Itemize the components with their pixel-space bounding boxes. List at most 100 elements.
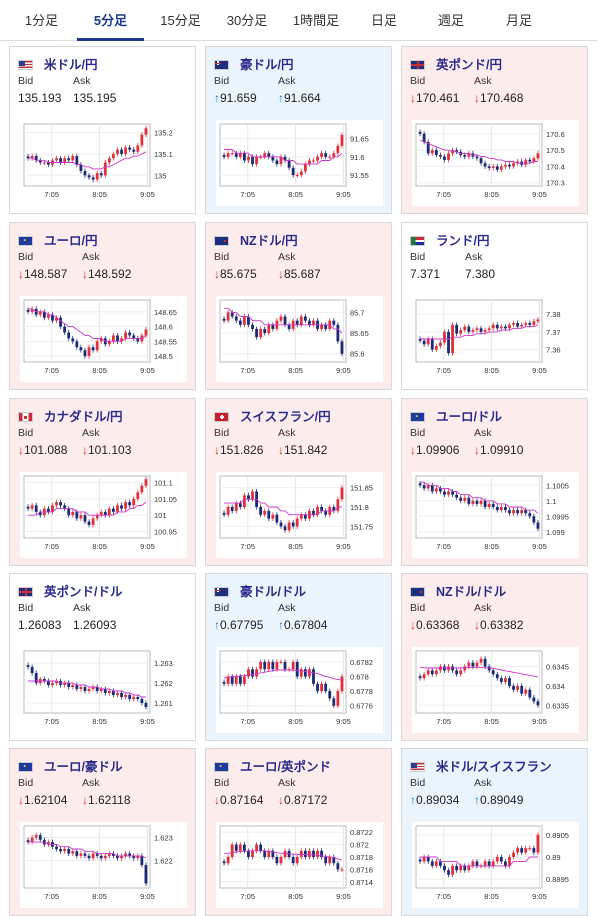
bid-value: 91.659 [220,91,257,105]
rate-card[interactable]: 英ポンド/円 Bid Ask ↓170.461 ↓170.468 170.6 170.5 17… [401,46,588,214]
candlestick-chart[interactable]: 91.65 91.6 91.55 7:05 8:05 9:05 [216,120,383,206]
rate-card[interactable]: 米ドル/スイスフラン Bid Ask ↑0.89034 ↑0.89049 0.8905 0.… [401,748,588,916]
candle-body [107,508,111,516]
currency-pair-title[interactable]: 英ポンド/ドル [18,581,122,599]
ask-price: ↑91.664 [278,91,321,105]
currency-pair-label: NZドル/ドル [436,585,507,599]
tab-15min[interactable]: 15分足 [160,13,201,28]
ask-price: ↓85.687 [278,267,321,281]
currency-pair-title[interactable]: ユーロ/豪ドル [18,756,122,774]
plot-frame [23,123,151,187]
candle-body [107,853,111,856]
currency-pair-title[interactable]: 英ポンド/円 [410,54,502,72]
tab-30min[interactable]: 30分足 [226,13,268,28]
candle-body [279,316,283,321]
bid-direction-icon: ↓ [214,267,220,281]
candle-body [312,669,315,684]
candlestick-chart[interactable]: 7.38 7.37 7.36 7:05 8:05 9:05 [412,296,579,382]
candle-body [79,164,83,172]
candle-body [528,323,532,325]
candlestick-chart[interactable]: 151.85 151.8 151.75 7:05 8:05 9:05 [216,472,383,558]
candlestick-chart[interactable]: 85.7 85.65 85.6 7:05 8:05 9:05 [216,296,383,382]
rate-card[interactable]: 豪ドル/ドル Bid Ask ↑0.67795 ↑0.67804 0.6782 0.678 0… [205,573,392,741]
candle-body [287,160,291,168]
candlestick-chart[interactable]: 148.65 148.6 148.55 148.5 7:05 8:05 9:05 [20,296,187,382]
x-tick-label: 9:05 [140,366,155,375]
candlestick-chart[interactable]: 1.623 1.622 7:05 8:05 9:05 [20,822,187,908]
candle-body [230,676,234,684]
currency-pair-title[interactable]: ユーロ/英ポンド [214,756,331,774]
ask-label: Ask [474,777,492,789]
rate-card[interactable]: NZドル/円 Bid Ask ↓85.675 ↓85.687 85.7 85.65 85.6 7… [205,222,392,390]
chart-svg: 0.6782 0.678 0.6778 0.6776 7:05 8:05 9:05 [219,650,373,726]
candle-body [79,515,83,519]
bid-price: ↓148.587 [18,267,67,281]
bid-label: Bid [410,75,426,87]
currency-pair-title[interactable]: スイスフラン/円 [214,406,331,424]
rate-card[interactable]: ユーロ/ドルBidAsk↓1.09906↓1.099101.10051.11.0… [401,398,588,566]
candlestick-chart[interactable]: 0.6782 0.678 0.6778 0.6776 7:05 8:05 9:05 [216,647,383,733]
candlestick-chart[interactable]: 0.8722 0.872 0.8718 0.8716 0.8714 7:05 8:05 9:0… [216,822,383,908]
candle-body [124,695,128,697]
bid-price: ↓1.62104 [18,793,67,807]
tab-weekly[interactable]: 週足 [437,13,464,28]
tab-1hour[interactable]: 1時間足 [292,13,340,28]
currency-pair-title[interactable]: ユーロ/ドル [410,406,502,424]
tab-daily[interactable]: 日足 [370,13,397,28]
candle-body [107,691,111,693]
currency-pair-title[interactable]: 米ドル/円 [18,54,97,72]
rate-card[interactable]: 英ポンド/ドル Bid Ask 1.26083 1.26093 1.263 1.262 1.2… [9,573,196,741]
currency-pair-title[interactable]: ランド/円 [410,230,489,248]
candlestick-chart[interactable]: 1.1005 1.1 1.0995 1.099 7:05 8:05 9:05 [412,472,579,558]
rate-card[interactable]: カナダドル/円 Bid Ask ↓101.088 ↓101.103 101.1 101.05… [9,398,196,566]
rate-card[interactable]: 米ドル/円 Bid Ask 135.193 135.195 135.2 135.1 135 7:… [9,46,196,214]
currency-pair-title[interactable]: カナダドル/円 [18,406,122,424]
y-tick-label: 85.6 [350,350,365,359]
candlestick-chart[interactable]: 101.1 101.05 101 100.95 7:05 8:05 9:05 [20,472,187,558]
bid-label: Bid [214,75,230,87]
ask-direction-icon: ↓ [474,443,480,457]
candle-body [30,667,34,673]
candle-body [536,153,540,159]
rate-card[interactable]: スイスフラン/円 Bid Ask ↓151.826 ↓151.842 151.85 151.… [205,398,392,566]
chart-svg: 151.85 151.8 151.75 7:05 8:05 9:05 [219,475,373,551]
candle-body [95,173,99,180]
x-tick-label: 7:05 [240,190,255,199]
candle-body [483,658,487,667]
tab-5min[interactable]: 5分足 [77,0,144,41]
currency-pair-title[interactable]: 豪ドル/円 [214,54,293,72]
candle-body [112,691,115,695]
candle-body [107,341,111,345]
candlestick-chart[interactable]: 0.6345 0.634 0.6335 7:05 8:05 9:05 [412,647,579,733]
candlestick-chart[interactable]: 0.8905 0.89 0.8895 7:05 8:05 9:05 [412,822,579,908]
candlestick-chart[interactable]: 1.263 1.262 1.261 7:05 8:05 9:05 [20,647,187,733]
candle-body [299,669,303,677]
currency-pair-title[interactable]: NZドル/円 [214,230,298,248]
candle-body [504,678,507,682]
currency-pair-title[interactable]: ユーロ/円 [18,230,97,248]
y-tick-label: 135 [154,171,167,180]
rate-card[interactable]: 豪ドル/円 Bid Ask ↑91.659 ↑91.664 91.65 91.6 91.55 7… [205,46,392,214]
candlestick-chart[interactable]: 170.6 170.5 170.4 170.3 7:05 8:05 9:05 [412,120,579,206]
tab-monthly[interactable]: 月足 [505,13,532,28]
rate-card[interactable]: NZドル/ドル Bid Ask ↓0.63368 ↓0.63382 0.6345 0.634… [401,573,588,741]
candle-body [324,153,328,157]
candlestick-chart[interactable]: 135.2 135.1 135 7:05 8:05 9:05 [20,120,187,206]
candle-body [287,324,291,329]
rate-card[interactable]: ユーロ/英ポンドBidAsk↓0.87164↓0.871720.87220.87… [205,748,392,916]
candle-body [516,510,520,514]
bid-value: 135.193 [18,91,62,105]
chart-svg: 1.1005 1.1 1.0995 1.099 7:05 8:05 9:05 [415,475,569,551]
currency-pair-title[interactable]: NZドル/ドル [410,581,507,599]
currency-pair-title[interactable]: 豪ドル/ドル [214,581,306,599]
candle-body [295,857,299,864]
tab-1min[interactable]: 1分足 [24,13,59,28]
candle-body [491,861,495,866]
candle-body [247,669,250,677]
rate-card[interactable]: ユーロ/豪ドルBidAsk↓1.62104↓1.621181.6231.6227… [9,748,196,916]
bid-price: 1.26083 [18,618,61,632]
rate-card[interactable]: ランド/円 Bid Ask 7.371 7.380 7.38 7.37 7.36 7:05 8:0… [401,222,588,390]
currency-pair-title[interactable]: 米ドル/スイスフラン [410,756,552,774]
rate-card[interactable]: ユーロ/円BidAsk↓148.587↓148.592148.65148.614… [9,222,196,390]
chart-svg: 135.2 135.1 135 7:05 8:05 9:05 [23,123,173,199]
